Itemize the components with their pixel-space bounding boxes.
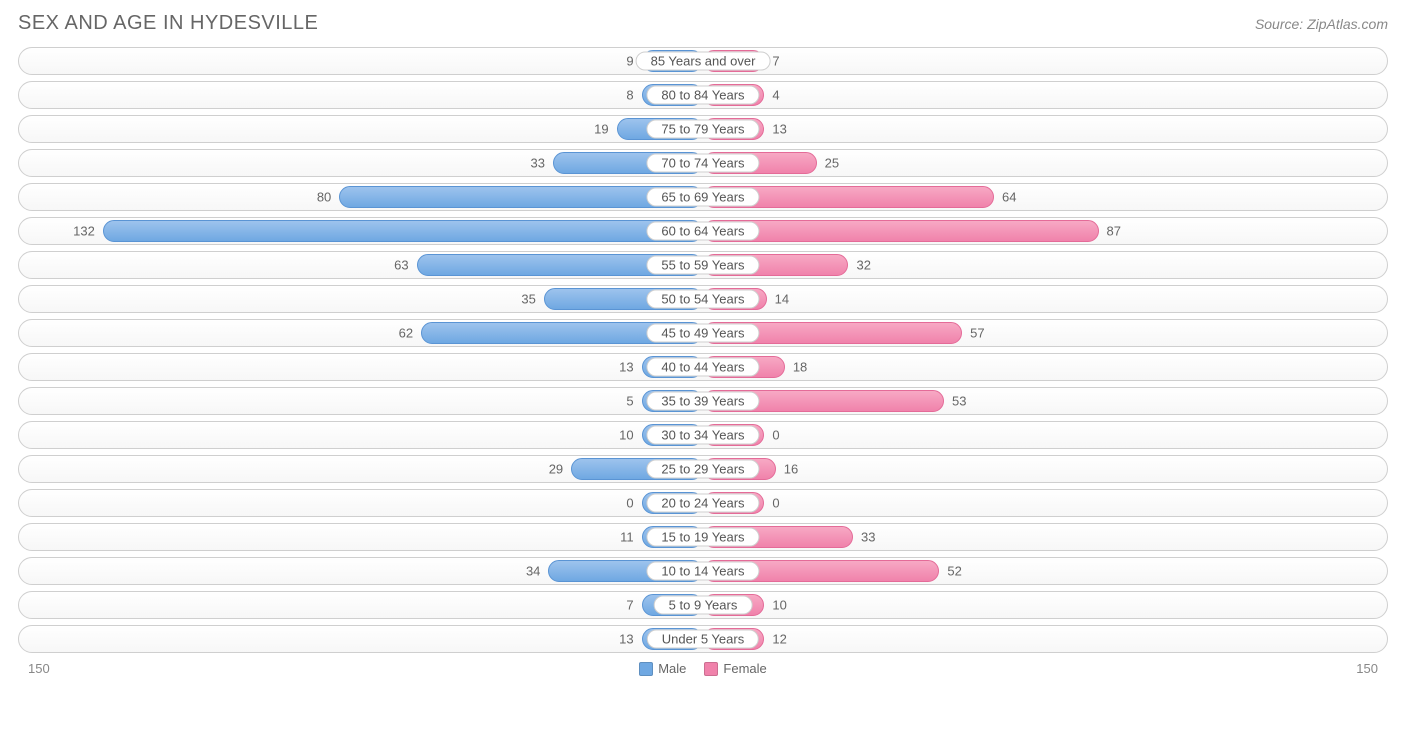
female-value: 52 [947,564,961,579]
age-label-pill: Under 5 Years [647,630,759,649]
male-value: 11 [620,530,634,545]
age-label-pill: 5 to 9 Years [654,596,753,615]
male-value: 13 [619,632,633,647]
age-label-pill: 55 to 59 Years [646,256,759,275]
male-value: 33 [531,156,545,171]
female-value: 0 [772,496,779,511]
male-value: 13 [619,360,633,375]
age-label-pill: 85 Years and over [636,52,771,71]
age-label-pill: 25 to 29 Years [646,460,759,479]
female-value: 14 [775,292,789,307]
age-label-pill: 10 to 14 Years [646,562,759,581]
age-label-pill: 70 to 74 Years [646,154,759,173]
age-row: 5 53 35 to 39 Years [18,387,1388,415]
age-row: 0 0 20 to 24 Years [18,489,1388,517]
female-value: 12 [772,632,786,647]
male-bar [103,220,703,242]
age-label-pill: 75 to 79 Years [646,120,759,139]
female-value: 16 [784,462,798,477]
age-row: 132 87 60 to 64 Years [18,217,1388,245]
female-value: 4 [772,88,779,103]
age-row: 10 0 30 to 34 Years [18,421,1388,449]
chart-title: SEX AND AGE IN HYDESVILLE [18,12,318,35]
age-row: 63 32 55 to 59 Years [18,251,1388,279]
legend-female-label: Female [723,661,766,676]
age-label-pill: 40 to 44 Years [646,358,759,377]
age-row: 62 57 45 to 49 Years [18,319,1388,347]
axis-max-right: 150 [1356,661,1378,676]
male-value: 7 [626,598,633,613]
age-label-pill: 50 to 54 Years [646,290,759,309]
age-label-pill: 60 to 64 Years [646,222,759,241]
age-row: 80 64 65 to 69 Years [18,183,1388,211]
male-value: 62 [399,326,413,341]
age-label-pill: 80 to 84 Years [646,86,759,105]
age-row: 29 16 25 to 29 Years [18,455,1388,483]
female-value: 7 [772,54,779,69]
age-row: 13 12 Under 5 Years [18,625,1388,653]
male-value: 34 [526,564,540,579]
female-value: 13 [772,122,786,137]
male-value: 132 [73,224,95,239]
male-value: 9 [626,54,633,69]
age-row: 34 52 10 to 14 Years [18,557,1388,585]
male-value: 19 [594,122,608,137]
legend-female: Female [704,661,766,676]
female-bar [703,220,1099,242]
female-value: 33 [861,530,875,545]
male-value: 29 [549,462,563,477]
legend-male: Male [639,661,686,676]
age-row: 19 13 75 to 79 Years [18,115,1388,143]
female-value: 10 [772,598,786,613]
female-value: 18 [793,360,807,375]
male-value: 80 [317,190,331,205]
male-value: 63 [394,258,408,273]
age-row: 8 4 80 to 84 Years [18,81,1388,109]
age-label-pill: 45 to 49 Years [646,324,759,343]
female-value: 57 [970,326,984,341]
chart-source: Source: ZipAtlas.com [1255,16,1388,32]
male-value: 5 [626,394,633,409]
chart-footer: 150 Male Female 150 [18,661,1388,676]
population-pyramid-chart: 9785 Years and over8480 to 84 Years19137… [18,47,1388,653]
male-value: 0 [626,496,633,511]
female-value: 87 [1107,224,1121,239]
male-value: 8 [626,88,633,103]
male-swatch-icon [639,662,653,676]
female-value: 32 [856,258,870,273]
age-row: 7 10 5 to 9 Years [18,591,1388,619]
male-value: 10 [619,428,633,443]
age-label-pill: 65 to 69 Years [646,188,759,207]
age-row: 13 18 40 to 44 Years [18,353,1388,381]
age-row: 33 25 70 to 74 Years [18,149,1388,177]
female-value: 0 [772,428,779,443]
chart-header: SEX AND AGE IN HYDESVILLE Source: ZipAtl… [18,12,1388,35]
male-value: 35 [521,292,535,307]
female-value: 64 [1002,190,1016,205]
female-value: 25 [825,156,839,171]
age-row: 11 33 15 to 19 Years [18,523,1388,551]
chart-legend: Male Female [639,661,767,676]
age-row: 9 785 Years and over [18,47,1388,75]
age-label-pill: 35 to 39 Years [646,392,759,411]
legend-male-label: Male [658,661,686,676]
age-label-pill: 20 to 24 Years [646,494,759,513]
female-swatch-icon [704,662,718,676]
axis-max-left: 150 [28,661,50,676]
age-label-pill: 30 to 34 Years [646,426,759,445]
age-row: 35 14 50 to 54 Years [18,285,1388,313]
age-label-pill: 15 to 19 Years [646,528,759,547]
female-value: 53 [952,394,966,409]
